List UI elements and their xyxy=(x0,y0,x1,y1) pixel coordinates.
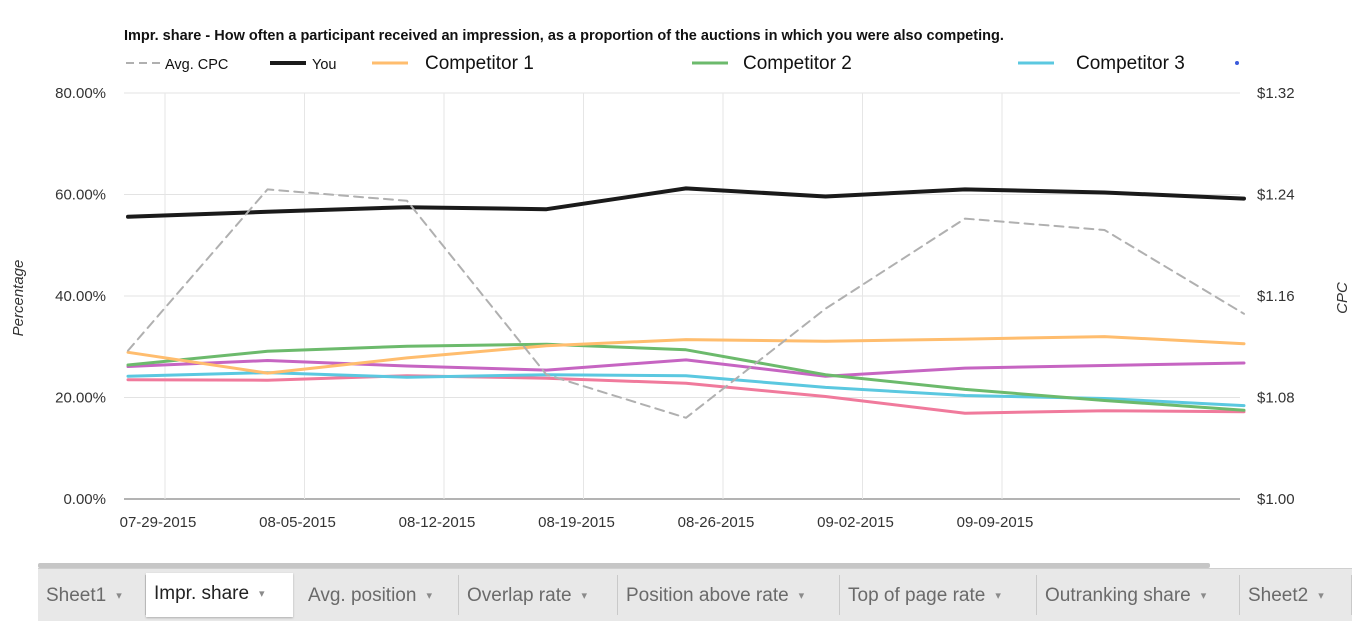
legend-label-you: You xyxy=(312,57,336,73)
y2-tick-label: $1.32 xyxy=(1257,85,1295,102)
y2-tick-label: $1.00 xyxy=(1257,491,1295,508)
horizontal-scrollbar[interactable] xyxy=(38,563,1210,568)
chevron-down-icon[interactable]: ▾ xyxy=(581,590,588,603)
y-axis-label: Percentage xyxy=(10,260,27,337)
chevron-down-icon[interactable]: ▾ xyxy=(426,590,432,603)
x-tick-label: 08-12-2015 xyxy=(399,514,476,531)
y-tick-label: 20.00% xyxy=(55,390,106,407)
chevron-down-icon[interactable]: ▾ xyxy=(1200,590,1207,603)
x-tick-label: 08-19-2015 xyxy=(538,514,615,531)
sheet-tab-bar: Sheet1 ▾ Impr. share ▾ Avg. position ▾ Overlap… xyxy=(38,568,1352,621)
sheet-tab-label: Top of page rate xyxy=(848,585,986,606)
x-tick-label: 08-26-2015 xyxy=(678,514,755,531)
right-axis-ticks: $1.00 $1.08 $1.16 $1.24 $1.32 xyxy=(1257,85,1295,508)
chevron-down-icon[interactable]: ▾ xyxy=(995,590,1001,603)
legend-label-competitor-1: Competitor 1 xyxy=(425,53,534,74)
chart-title: Impr. share - How often a participant re… xyxy=(124,28,1004,44)
y-tick-label: 0.00% xyxy=(63,491,106,508)
sheet-tab-label: Avg. position xyxy=(308,585,417,606)
y-tick-label: 60.00% xyxy=(55,187,106,204)
sheet-tab-label: Position above rate xyxy=(626,585,789,606)
legend-label-competitor-2: Competitor 2 xyxy=(743,53,852,74)
x-axis-ticks: 07-29-2015 08-05-2015 08-12-2015 08-19-2015… xyxy=(120,514,1034,531)
series-line-unlabeled-5 xyxy=(126,358,1246,378)
x-tick-label: 09-02-2015 xyxy=(817,514,894,531)
series-line-unlabeled-6 xyxy=(126,374,1246,415)
y-tick-label: 80.00% xyxy=(55,85,106,102)
x-tick-label: 07-29-2015 xyxy=(120,514,197,531)
chevron-down-icon[interactable]: ▾ xyxy=(259,588,265,601)
sheet-tab-position-above-rate[interactable]: Position above rate ▾ xyxy=(618,575,840,615)
sheet-tab-avg-position[interactable]: Avg. position ▾ xyxy=(300,575,459,615)
legend-label-competitor-3: Competitor 3 xyxy=(1076,53,1185,74)
y2-tick-label: $1.16 xyxy=(1257,288,1295,305)
sheet-tab-label: Overlap rate xyxy=(467,585,572,606)
y2-axis-label: CPC xyxy=(1334,282,1351,314)
series-line-you xyxy=(126,186,1246,219)
sheet-tab-sheet1[interactable]: Sheet1 ▾ xyxy=(38,575,146,615)
legend-label-avg-cpc: Avg. CPC xyxy=(165,57,228,73)
chart-legend: Avg. CPC You Competitor 1 Competitor 2 Compe… xyxy=(126,53,1239,74)
sheet-tab-label: Sheet1 xyxy=(46,585,107,606)
sheet-tab-overlap-rate[interactable]: Overlap rate ▾ xyxy=(459,575,618,615)
series-line-avg-cpc xyxy=(127,188,1245,419)
impression-share-chart: Impr. share - How often a participant re… xyxy=(10,28,1351,531)
chevron-down-icon[interactable]: ▾ xyxy=(1318,590,1324,603)
chart-vertical-gridlines xyxy=(164,93,1003,499)
chevron-down-icon[interactable]: ▾ xyxy=(116,590,122,603)
y2-tick-label: $1.08 xyxy=(1257,390,1295,407)
x-tick-label: 09-09-2015 xyxy=(957,514,1034,531)
chart-gridlines xyxy=(124,92,1240,500)
series-line-competitor-2 xyxy=(126,342,1246,412)
y-tick-label: 40.00% xyxy=(55,288,106,305)
sheet-tab-impr-share[interactable]: Impr. share ▾ xyxy=(146,573,293,617)
sheet-tab-label: Impr. share xyxy=(154,583,250,604)
y2-tick-label: $1.24 xyxy=(1257,187,1295,204)
series-line-competitor-1 xyxy=(126,335,1246,375)
series-line-competitor-3 xyxy=(126,371,1246,408)
sheet-tab-label: Outranking share xyxy=(1045,585,1191,606)
left-axis-ticks: 0.00% 20.00% 40.00% 60.00% 80.00% xyxy=(55,85,106,508)
legend-overflow-marker xyxy=(1235,61,1239,65)
sheet-tab-top-of-page-rate[interactable]: Top of page rate ▾ xyxy=(840,575,1037,615)
chevron-down-icon[interactable]: ▾ xyxy=(798,590,805,603)
sheet-tab-sheet2[interactable]: Sheet2 ▾ xyxy=(1240,575,1352,615)
sheet-tab-label: Sheet2 xyxy=(1248,585,1309,606)
chart-series xyxy=(126,186,1246,419)
x-tick-label: 08-05-2015 xyxy=(259,514,336,531)
sheet-tab-outranking-share[interactable]: Outranking share ▾ xyxy=(1037,575,1240,615)
